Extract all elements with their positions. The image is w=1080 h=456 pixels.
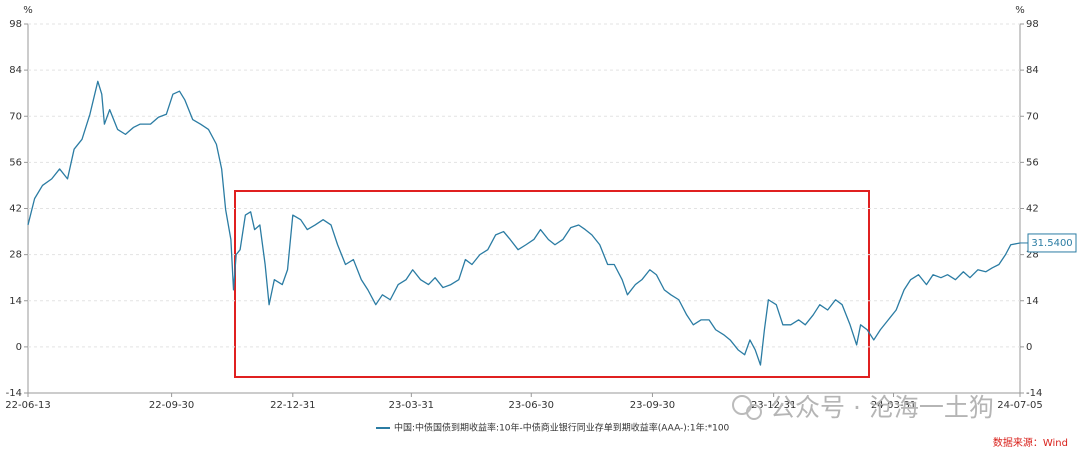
value-label: 31.5400 (1031, 238, 1072, 249)
x-tick-label: 23-09-30 (630, 400, 675, 411)
y2-tick-label: 0 (1026, 342, 1032, 353)
x-tick-label: 22-12-31 (270, 400, 315, 411)
watermark-text: 公众号 · 沧海一土狗 (770, 393, 994, 422)
y-tick-label: 42 (9, 204, 22, 215)
y-tick-label: 56 (9, 157, 22, 168)
y2-tick-label: 42 (1026, 204, 1039, 215)
watermark: 公众号 · 沧海一土狗 (732, 393, 994, 422)
y-tick-label: 14 (9, 296, 22, 307)
y2-tick-label: 28 (1026, 250, 1039, 261)
source: 数据来源：Wind (993, 436, 1068, 449)
y2-tick-label: 70 (1026, 111, 1039, 122)
y2-tick-label: 98 (1026, 19, 1039, 30)
highlight-box (234, 190, 870, 378)
y-tick-label: -14 (6, 388, 22, 399)
x-tick-label: 23-06-30 (509, 400, 554, 411)
y-tick-label: 28 (9, 250, 22, 261)
x-tick-label: 22-09-30 (149, 400, 194, 411)
legend-label: 中国:中债国债到期收益率:10年-中债商业银行同业存单到期收益率(AAA-):1… (394, 422, 730, 434)
y2-tick-label: 84 (1026, 65, 1039, 76)
y-tick-label: 98 (9, 19, 22, 30)
value-label-box (1027, 233, 1077, 253)
y-tick-label: 84 (9, 65, 22, 76)
y2-tick-label: 56 (1026, 157, 1039, 168)
y-tick-label: 70 (9, 111, 22, 122)
watermark-icon (746, 404, 762, 420)
x-tick-label: 22-06-13 (5, 400, 50, 411)
series-line (27, 80, 1021, 366)
x-tick-label: 24-03-31 (871, 400, 916, 411)
x-tick-label: 23-03-31 (389, 400, 434, 411)
x-tick-label: 23-12-31 (751, 400, 796, 411)
watermark-icon (732, 395, 752, 415)
y-tick-label: 0 (16, 342, 22, 353)
x-tick-label: 24-07-05 (997, 400, 1042, 411)
unit-left: % (23, 5, 33, 16)
unit-right: % (1015, 5, 1025, 16)
y2-tick-label: 14 (1026, 296, 1039, 307)
y2-tick-label: -14 (1026, 388, 1042, 399)
